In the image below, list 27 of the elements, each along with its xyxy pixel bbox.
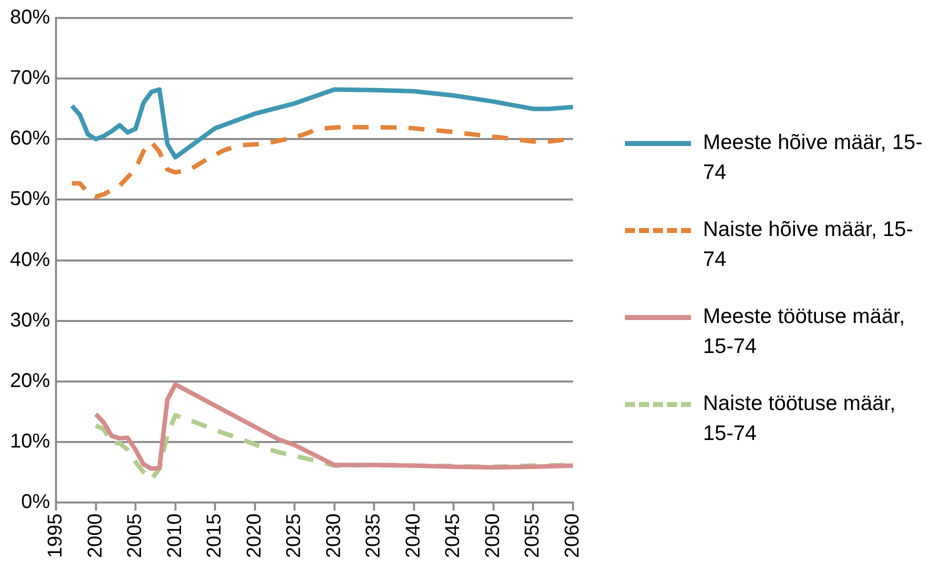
y-tick-label: 0%: [21, 491, 50, 514]
y-tick-label: 30%: [10, 309, 50, 332]
x-tick-label: 2030: [322, 514, 345, 558]
x-tick-label: 2025: [283, 514, 306, 558]
x-tick-label: 2000: [84, 514, 106, 558]
y-tick-label: 20%: [10, 370, 50, 392]
x-tick-label: 2045: [442, 514, 464, 558]
x-tick-label: 2010: [164, 514, 186, 558]
x-tick-label: 2015: [204, 514, 226, 558]
x-tick-label: 2040: [402, 514, 424, 558]
legend-label: Meeste hõive määr, 15-74: [703, 130, 924, 186]
x-tick-label: 2035: [362, 514, 385, 558]
y-tick-label: 60%: [10, 128, 50, 150]
x-tick-label: 2020: [243, 514, 266, 558]
x-tick-label: 2055: [522, 514, 544, 558]
x-tick-label: 2060: [562, 514, 584, 558]
y-tick-label: 70%: [10, 67, 50, 90]
legend-label: Meeste töötuse määr, 15-74: [703, 304, 906, 360]
legend-label: Naiste hõive määr, 15-74: [703, 217, 914, 273]
y-tick-label: 50%: [10, 188, 50, 210]
y-tick-label: 80%: [10, 6, 50, 29]
x-tick-label: 1995: [44, 514, 67, 558]
x-tick-label: 2005: [124, 514, 146, 558]
y-tick-label: 10%: [10, 430, 50, 452]
legend-label: Naiste töötuse määr, 15-74: [703, 391, 897, 447]
x-tick-label: 2050: [482, 514, 504, 558]
y-tick-label: 40%: [10, 248, 50, 271]
